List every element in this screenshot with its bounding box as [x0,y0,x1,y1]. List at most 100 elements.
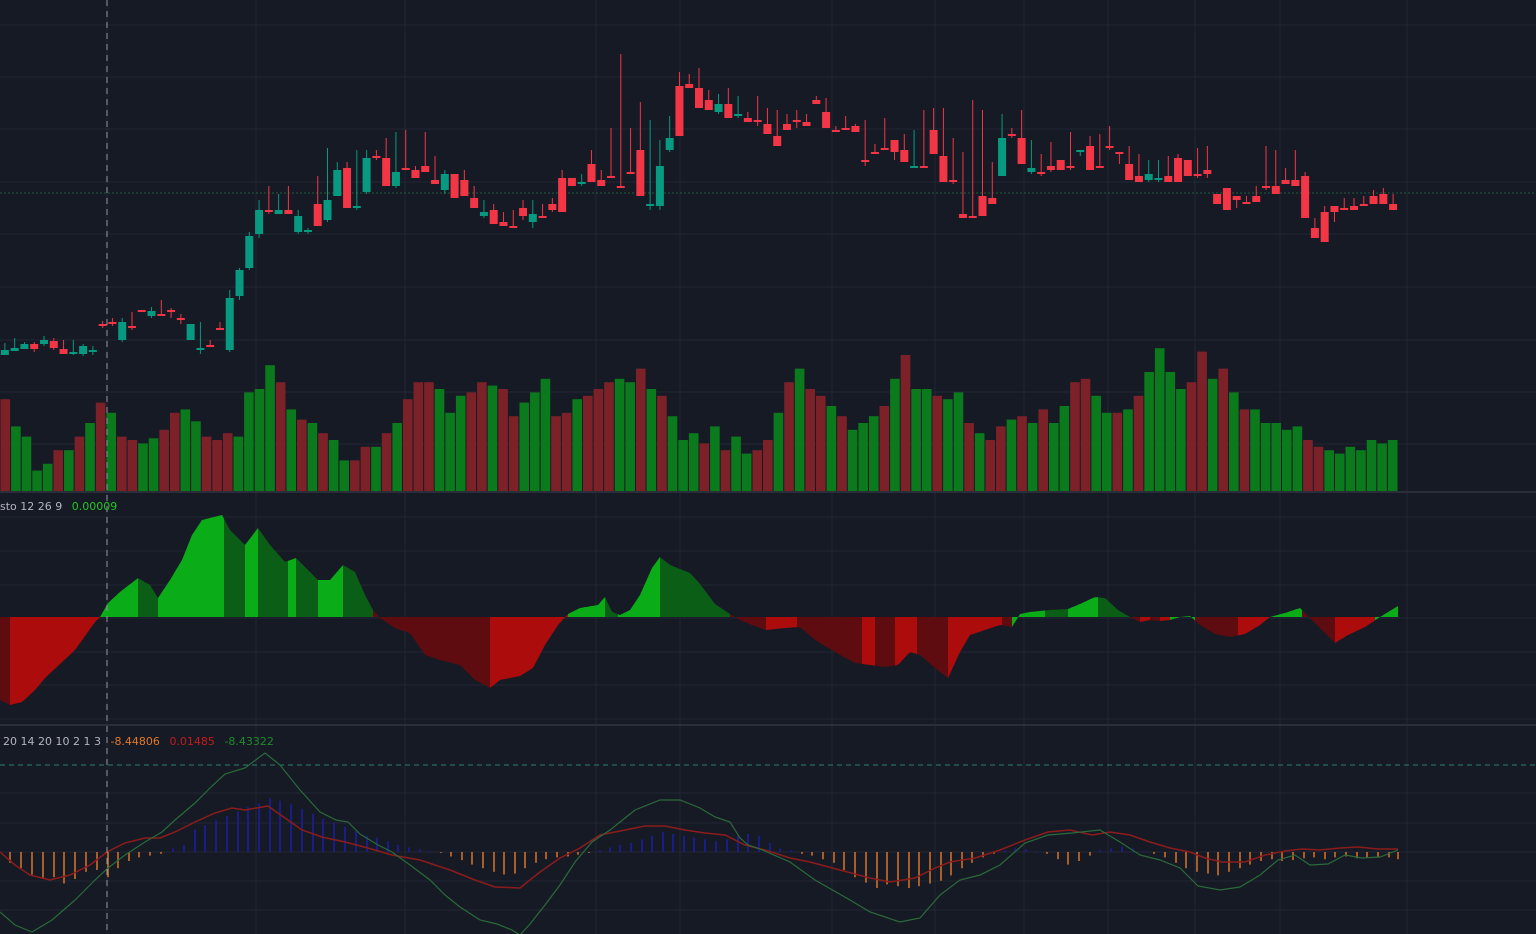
candle [323,200,332,220]
candle [1017,138,1026,164]
candle [528,214,537,222]
macd-legend-params: 20 14 20 10 2 1 3 [3,735,101,748]
candle [79,346,88,354]
candle [724,104,733,118]
candle [421,166,430,172]
candle [695,88,703,108]
candle [587,164,596,182]
candle [157,314,166,316]
candle [929,130,938,154]
candle [137,310,146,312]
candle [215,328,224,330]
candle [411,170,420,178]
candle [1369,196,1378,204]
candle [1310,228,1319,238]
candle [567,178,576,186]
candle [333,170,342,196]
candle [1379,194,1388,204]
candle [870,152,879,154]
candle [1154,178,1163,180]
candle [108,322,117,324]
candle [49,341,58,348]
candle [206,345,215,347]
candle [743,118,752,122]
candle [1174,158,1183,182]
candle [1144,174,1153,180]
candle [1066,166,1075,168]
candle [1164,176,1173,182]
candle [509,226,518,228]
candle [470,198,479,208]
candle [939,156,948,182]
candle [685,84,694,88]
candle [1134,176,1143,182]
candle [988,198,997,204]
candle [910,166,919,168]
candle [274,210,283,214]
candle [1086,146,1095,170]
candle [949,180,958,182]
candle [1281,180,1290,184]
candle [1330,206,1339,212]
candle [538,216,547,218]
candle [431,180,440,184]
candle [655,166,664,206]
macd-legend-value-signal: -8.43322 [224,735,274,748]
candle [626,172,635,174]
candle [1252,196,1261,202]
candle [763,124,772,134]
candle [753,120,762,122]
candle [1213,194,1222,204]
candle [1340,208,1349,210]
candle [1095,166,1104,168]
candle [548,204,557,210]
candle [1262,186,1271,188]
candle [284,210,293,214]
candle [861,160,870,162]
candle [1027,168,1036,172]
candle [479,212,488,216]
candle [440,174,449,190]
candle [919,166,928,168]
candle [450,174,459,198]
candle [1320,212,1329,242]
candle [264,210,273,212]
candle [401,168,410,170]
candle [1271,186,1280,194]
candle [1232,196,1241,200]
macd-legend[interactable]: 20 14 20 10 2 1 3 -8.44806 0.01485 -8.43… [3,735,280,748]
candle [1056,160,1065,170]
candle [890,140,899,152]
candle [88,350,97,352]
candle [802,122,811,126]
candle [577,182,586,184]
candle [636,150,645,196]
oscillator-legend[interactable]: sto 12 26 9 0.00009 [0,500,123,513]
candle [1350,206,1359,210]
candle [489,210,498,224]
candle [235,270,244,296]
candle [998,138,1007,176]
candle [1125,164,1134,180]
candle [118,322,127,340]
candle [1359,204,1368,206]
candle [851,126,860,132]
candle [372,156,381,158]
candle [968,216,977,218]
candle [196,348,205,350]
candle [978,196,987,216]
candle [1203,170,1212,174]
candle [303,230,312,232]
candle [1389,204,1398,210]
candle [59,349,68,354]
candle [646,204,655,206]
candle [0,350,9,355]
candle [245,236,254,268]
candle [616,186,625,188]
